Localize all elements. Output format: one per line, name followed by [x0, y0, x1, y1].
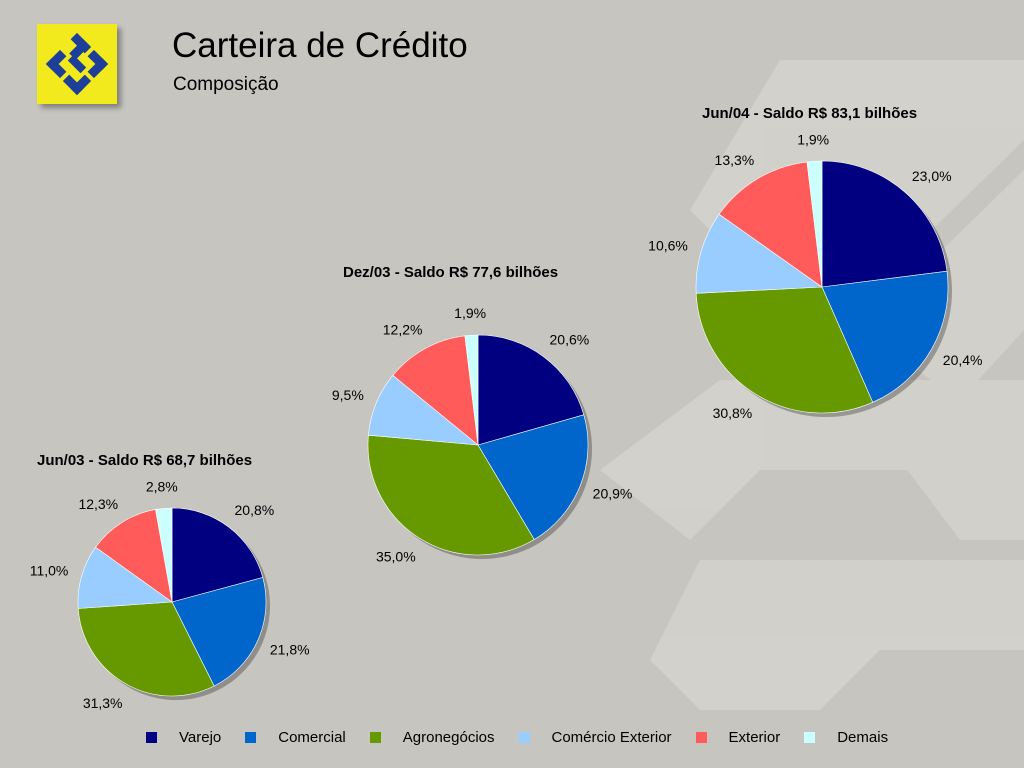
pie-charts: Jun/03 - Saldo R$ 68,7 bilhões 20,8% 21,8%… [30, 105, 983, 711]
data-label: 10,6% [648, 238, 688, 254]
data-label: 20,9% [593, 486, 633, 502]
page-subtitle: Composição [173, 74, 279, 95]
data-label: 11,0% [30, 562, 69, 578]
data-label: 20,8% [235, 502, 275, 518]
data-label: 30,8% [713, 405, 753, 421]
pie-slice-demais [806, 160, 823, 288]
data-label: 1,9% [797, 131, 829, 147]
legend-label: Demais [837, 728, 889, 746]
pie-slice-demais [155, 507, 173, 603]
chart-legend: Varejo Comercial Agronegócios Comércio Exte… [146, 726, 912, 748]
pie-slice-varejo [477, 334, 585, 446]
legend-item: Varejo [146, 729, 221, 746]
legend-item: Comercial [245, 729, 346, 746]
pie-slice-demais [464, 334, 479, 446]
pie-slice-comercial [821, 270, 949, 403]
data-label: 12,2% [383, 321, 423, 337]
pie-slice-comercial [477, 414, 589, 540]
data-label: 9,5% [332, 387, 364, 403]
data-label: 1,9% [454, 305, 486, 321]
pie-slice-exterior [718, 161, 823, 288]
pie-slice-agroneg-cios [77, 601, 215, 697]
data-label: 20,6% [550, 332, 590, 348]
legend-item: Exterior [695, 728, 781, 746]
data-label: 20,4% [943, 352, 983, 368]
data-label: 21,8% [270, 641, 310, 657]
pie-slice-com-rcio-exterior [77, 546, 173, 609]
pie-slice-agroneg-cios [367, 434, 535, 556]
legend-label: Varejo [179, 728, 222, 746]
pie-chart-2: Dez/03 - Saldo R$ 77,6 bilhões 20,6% 20,9%… [332, 264, 633, 565]
data-label: 2,8% [146, 478, 178, 494]
legend-label: Exterior [728, 728, 781, 746]
data-label: 31,3% [83, 695, 123, 711]
pie-slice-exterior [392, 335, 479, 446]
legend-swatch [518, 731, 530, 743]
pie-slice-varejo [171, 507, 264, 603]
data-label: 13,3% [715, 152, 755, 168]
legend-swatch [369, 731, 381, 743]
legend-swatch [804, 731, 816, 743]
pie-slice-exterior [95, 509, 173, 603]
legend-swatch [695, 731, 707, 743]
pie-slice-com-rcio-exterior [695, 213, 823, 294]
pie-slice-comercial [171, 577, 267, 687]
chart-title: Jun/03 - Saldo R$ 68,7 bilhões [37, 452, 252, 469]
legend-label: Comercial [278, 728, 346, 746]
data-label: 35,0% [376, 549, 416, 565]
data-label: 23,0% [912, 168, 952, 184]
legend-swatch [146, 731, 157, 743]
legend-label: Agronegócios [402, 728, 495, 746]
legend-item: Comércio Exterior [518, 728, 672, 746]
page-title: Carteira de Crédito [172, 26, 468, 65]
chart-title: Dez/03 - Saldo R$ 77,6 bilhões [343, 264, 558, 281]
legend-swatch [245, 731, 257, 743]
pie-slice-agroneg-cios [695, 286, 874, 414]
legend-label: Comércio Exterior [551, 728, 672, 746]
data-label: 12,3% [78, 496, 118, 512]
pie-slice-varejo [821, 160, 948, 288]
pie-chart-3: Jun/04 - Saldo R$ 83,1 bilhões 23,0% 20,4%… [648, 105, 982, 421]
chart-title: Jun/04 - Saldo R$ 83,1 bilhões [702, 105, 917, 122]
pie-chart-1: Jun/03 - Saldo R$ 68,7 bilhões 20,8% 21,8%… [30, 452, 310, 711]
legend-item: Demais [804, 729, 888, 746]
legend-item: Agronegócios [369, 728, 495, 746]
bank-logo [37, 24, 117, 104]
